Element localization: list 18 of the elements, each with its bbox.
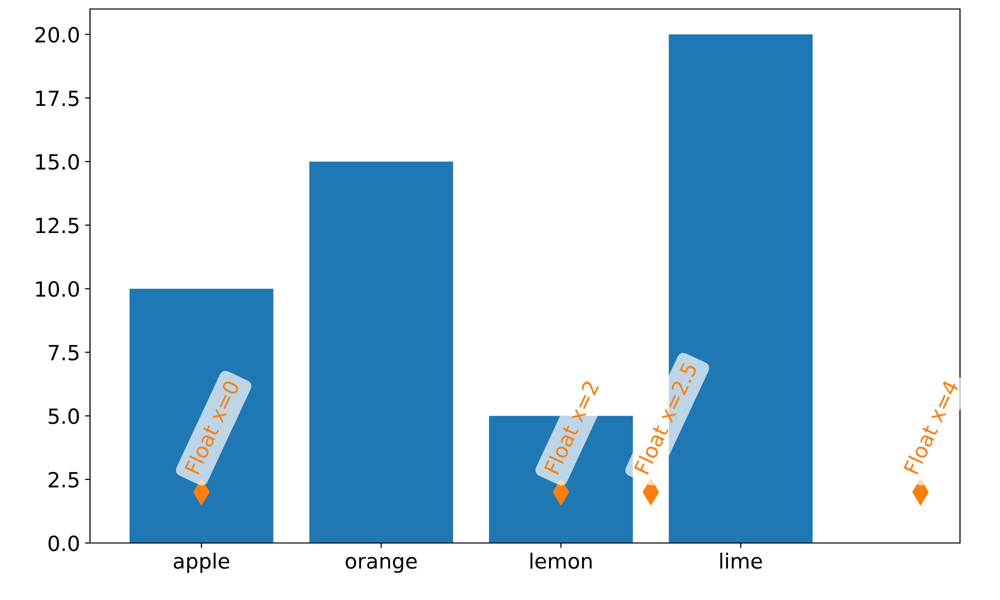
- y-tick-label: 5.0: [48, 408, 79, 424]
- annotation: Float x=2.5: [633, 362, 698, 475]
- annotation: Float x=4: [903, 379, 960, 475]
- y-tick-label: 12.5: [36, 218, 78, 234]
- annotation: Float x=2: [544, 380, 600, 475]
- x-tick-label: apple: [174, 552, 230, 573]
- y-tick-label: 17.5: [36, 90, 78, 106]
- y-tick-label: 0.0: [48, 535, 79, 552]
- y-tick-label: 2.5: [48, 472, 78, 488]
- y-tick-label: 7.5: [48, 345, 78, 360]
- bar: [309, 162, 454, 543]
- x-tick-label: orange: [346, 556, 417, 573]
- y-tick-label: 15.0: [36, 154, 79, 170]
- y-tick-label: 20.0: [35, 26, 79, 43]
- x-tick-label: lemon: [530, 552, 592, 569]
- annotation: Float x=0: [184, 379, 240, 475]
- y-tick-label: 10.0: [36, 281, 79, 297]
- x-tick-label: lime: [720, 552, 762, 569]
